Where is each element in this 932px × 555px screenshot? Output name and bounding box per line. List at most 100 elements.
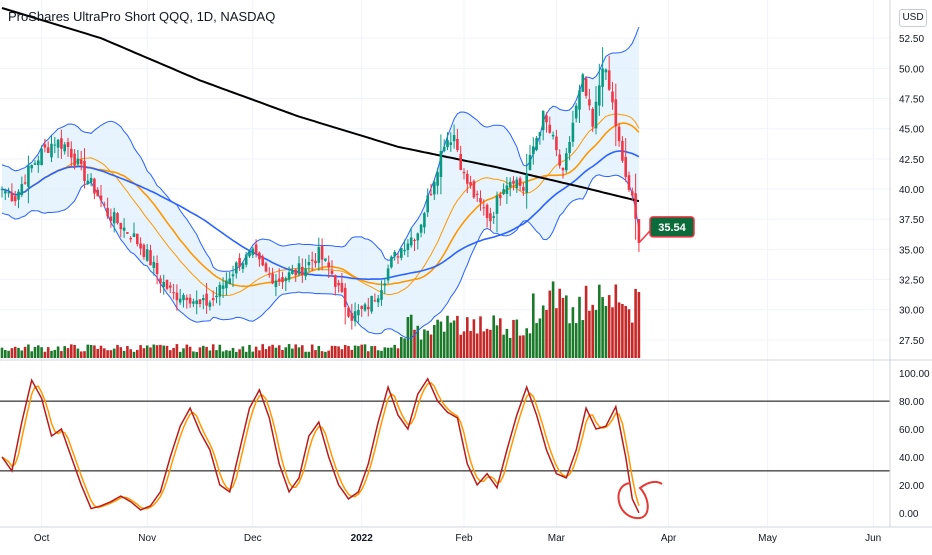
- candle-body: [287, 272, 291, 280]
- volume-bar: [446, 315, 449, 358]
- candle-body: [185, 297, 189, 300]
- candle-body: [225, 280, 228, 289]
- volume-bar: [495, 325, 499, 358]
- candle-body: [499, 194, 502, 199]
- volume-bar: [624, 305, 627, 358]
- candle-body: [376, 298, 380, 303]
- volume-bar: [581, 320, 585, 358]
- volume-bar: [512, 319, 515, 358]
- candle-body: [192, 301, 195, 304]
- candle-body: [139, 243, 142, 249]
- candle-body: [561, 167, 565, 171]
- bollinger-basis: [1, 113, 640, 297]
- volume-bar: [145, 345, 149, 358]
- volume-bar: [631, 322, 634, 358]
- candle-body: [162, 281, 165, 287]
- volume-bar: [258, 350, 261, 358]
- candle-body: [238, 257, 241, 267]
- candle-body: [178, 298, 182, 303]
- candle-body: [145, 249, 149, 261]
- candle-body: [627, 175, 631, 190]
- candle-body: [244, 254, 248, 265]
- candle-body: [426, 195, 429, 213]
- candle-body: [96, 189, 99, 197]
- volume-bar: [129, 349, 132, 358]
- candle-body: [271, 273, 274, 284]
- candle-body: [479, 198, 482, 203]
- volume-bar: [268, 346, 271, 358]
- volume-bar: [485, 328, 489, 358]
- candle-body: [277, 278, 281, 282]
- volume-bar: [159, 344, 162, 358]
- candle-body: [380, 290, 383, 300]
- candle-body: [7, 192, 10, 194]
- candle-body: [436, 172, 439, 186]
- candle-body: [109, 216, 113, 221]
- volume-bar: [4, 350, 7, 358]
- volume-bar: [27, 344, 30, 358]
- moving-average-orange: [1, 122, 640, 288]
- candle-body: [475, 193, 479, 195]
- candle-body: [634, 193, 637, 219]
- volume-bar: [70, 344, 73, 358]
- candle-body: [393, 251, 396, 257]
- volume-bar: [555, 308, 558, 358]
- price-axis-tick: 37.50: [899, 215, 924, 226]
- stochastic-k-line: [1, 377, 640, 514]
- candle-body: [119, 222, 123, 230]
- volume-bar: [244, 351, 248, 358]
- volume-bar: [429, 334, 433, 358]
- candle-body: [258, 252, 261, 260]
- candle-body: [472, 181, 476, 198]
- candle-body: [502, 189, 505, 195]
- volume-bar: [409, 314, 413, 358]
- candle-body: [446, 140, 449, 148]
- candle-body: [621, 140, 624, 161]
- candle-body: [159, 278, 162, 284]
- volume-bar: [541, 305, 545, 358]
- volume-bar: [238, 349, 241, 358]
- volume-bar: [208, 350, 212, 358]
- candle-body: [413, 239, 416, 241]
- candle-body: [508, 181, 512, 188]
- candle-body: [601, 68, 604, 87]
- candle-body: [396, 256, 400, 258]
- volume-bar: [403, 338, 406, 358]
- volume-bar: [178, 351, 182, 358]
- volume-bar: [169, 350, 172, 358]
- candle-body: [208, 302, 212, 307]
- candle-body: [172, 292, 175, 294]
- last-price-badge: [649, 216, 695, 238]
- price-axis-tick: 47.50: [899, 95, 924, 106]
- candle-body: [452, 135, 456, 142]
- candle-body: [152, 261, 156, 268]
- candle-body: [340, 282, 344, 292]
- volume-bar: [439, 321, 443, 358]
- candle-body: [571, 122, 575, 142]
- volume-bar: [588, 310, 591, 358]
- volume-bar: [548, 290, 552, 358]
- candle-body: [251, 248, 255, 256]
- volume-bar: [360, 344, 363, 358]
- volume-bar: [152, 344, 156, 358]
- candle-body: [555, 136, 558, 151]
- candle-body: [122, 227, 126, 231]
- volume-bar: [426, 330, 429, 358]
- price-axis-tick: 27.50: [899, 336, 924, 347]
- price-axis-tick: 40.00: [899, 185, 924, 196]
- currency-badge[interactable]: USD: [899, 9, 927, 27]
- candle-body: [370, 295, 373, 312]
- candle-body: [46, 147, 50, 153]
- volume-bar: [149, 347, 152, 358]
- candle-body: [103, 204, 106, 206]
- volume-bar: [202, 345, 205, 358]
- candle-body: [241, 263, 245, 269]
- candle-body: [343, 287, 347, 308]
- volume-bar: [558, 288, 561, 358]
- volume-bar: [505, 328, 509, 358]
- candle-body: [469, 182, 472, 186]
- candle-body: [310, 259, 314, 262]
- candle-body: [492, 216, 495, 218]
